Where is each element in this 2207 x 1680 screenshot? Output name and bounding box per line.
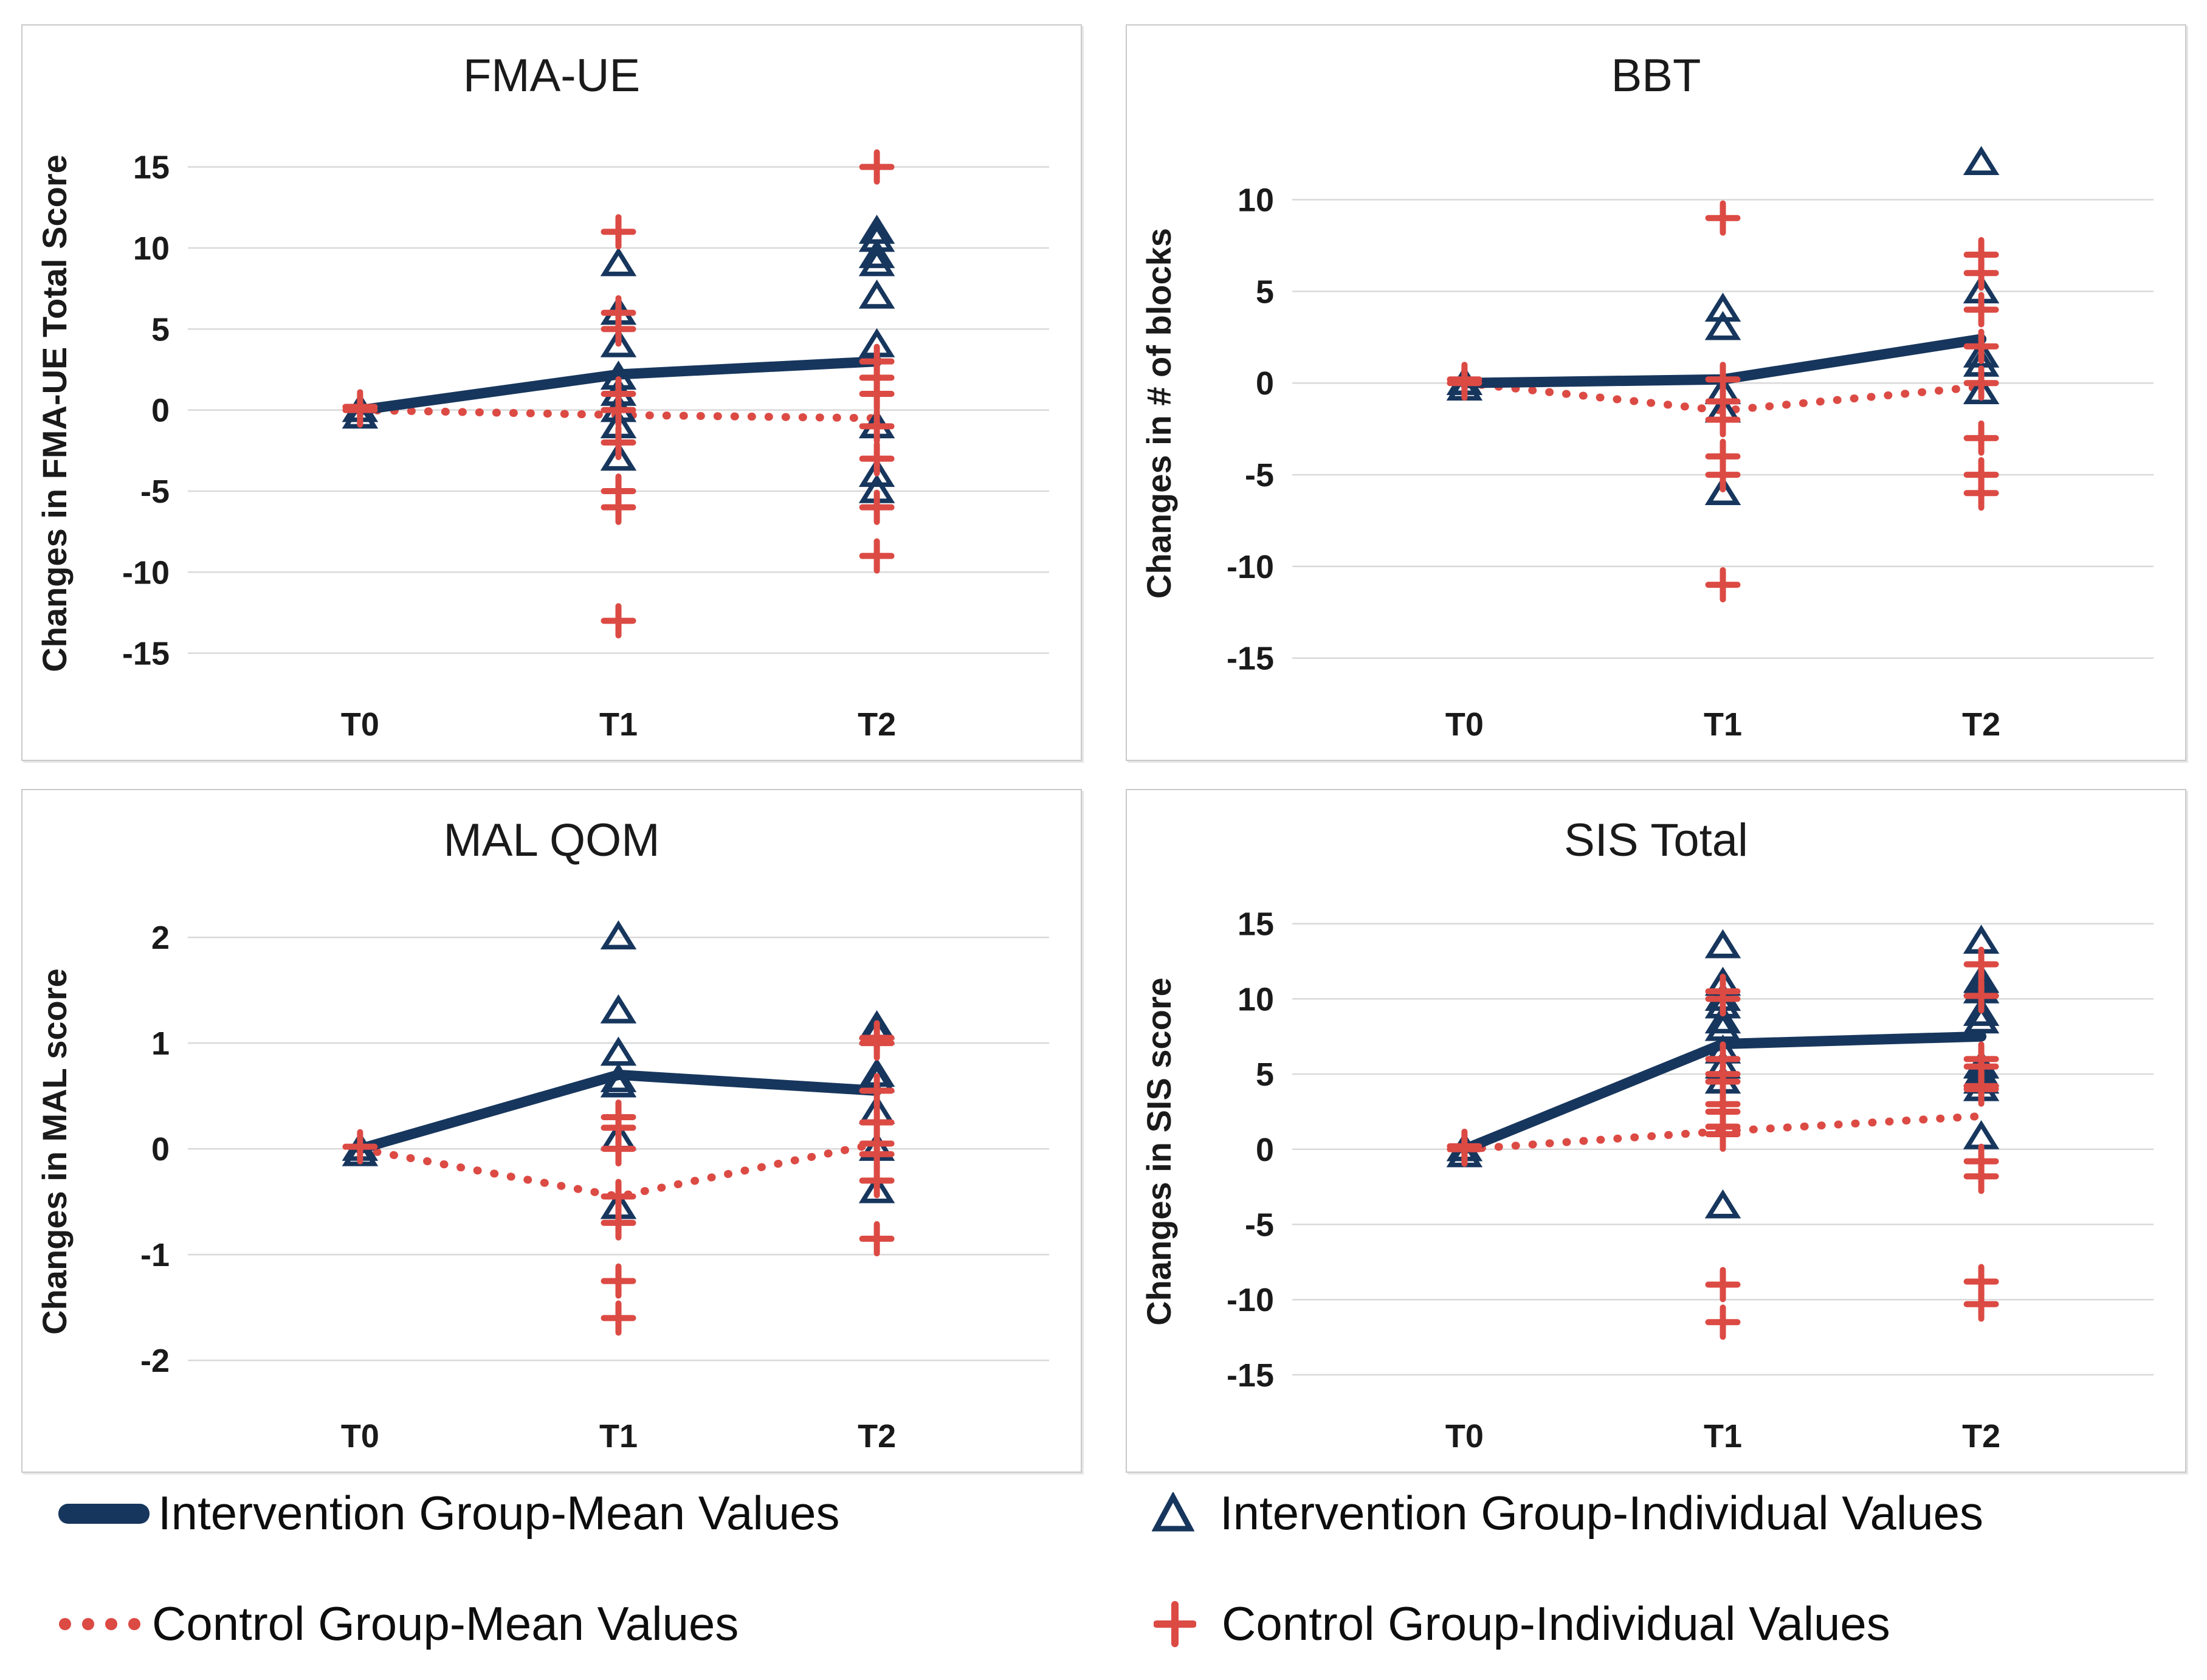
svg-text:-2: -2 <box>140 1343 170 1379</box>
svg-text:10: 10 <box>1238 981 1274 1017</box>
panel-bbt: BBT Changes in # of blocks 10 5 0 -5 -10 -15 T0 T… <box>1126 24 2186 761</box>
svg-text:-15: -15 <box>1227 1357 1274 1394</box>
points-control <box>1447 200 1999 603</box>
svg-text:T0: T0 <box>341 706 379 743</box>
svg-text:0: 0 <box>151 393 170 429</box>
svg-text:-1: -1 <box>140 1237 170 1273</box>
svg-text:-5: -5 <box>1245 457 1274 494</box>
svg-text:T1: T1 <box>599 1418 638 1455</box>
y-axis-label: Changes in # of blocks <box>1140 228 1178 599</box>
points-control <box>342 149 895 639</box>
panel-mal-qom: MAL QOM Changes in MAL score 2 1 0 -1 -2 T0 T1 T2 <box>21 789 1082 1473</box>
chart-title: MAL QOM <box>443 814 659 866</box>
navy-open-triangle-icon <box>1152 1492 1194 1531</box>
red-dotted-line-icon <box>59 1617 140 1630</box>
chart-mal-qom: MAL QOM Changes in MAL score 2 1 0 -1 -2 T0 T1 T2 <box>35 814 1049 1455</box>
svg-text:-5: -5 <box>1245 1207 1274 1243</box>
svg-text:T2: T2 <box>1962 1418 2000 1455</box>
x-tick-labels: T0 T1 T2 <box>1445 706 2000 743</box>
svg-text:-5: -5 <box>140 473 170 510</box>
legend-control-individual: Control Group-Individual Values <box>1154 1589 1890 1659</box>
svg-text:5: 5 <box>151 311 170 348</box>
svg-text:0: 0 <box>1256 365 1274 402</box>
panel-sis-total: SIS Total Changes in SIS score 15 10 5 0 -5 -10… <box>1126 789 2186 1473</box>
svg-text:15: 15 <box>133 150 170 186</box>
svg-text:-15: -15 <box>122 636 170 672</box>
svg-text:T1: T1 <box>599 706 638 743</box>
y-axis-label: Changes in FMA-UE Total Score <box>35 154 74 672</box>
svg-text:0: 0 <box>151 1131 170 1168</box>
legend-intervention-individual: Intervention Group-Individual Values <box>1152 1478 1983 1548</box>
points-control <box>342 1020 895 1336</box>
x-tick-labels: T0 T1 T2 <box>1445 1418 2000 1455</box>
chart-title: FMA-UE <box>463 50 640 102</box>
y-tick-labels: 15 10 5 0 -5 -10 -15 <box>1227 906 1274 1394</box>
y-tick-labels: 10 5 0 -5 -10 -15 <box>1227 182 1274 677</box>
svg-text:T1: T1 <box>1704 706 1742 743</box>
red-plus-icon <box>1154 1600 1196 1647</box>
mean-line-intervention <box>354 356 883 416</box>
svg-text:T0: T0 <box>341 1418 379 1455</box>
panel-fma-ue: FMA-UE Changes in FMA-UE Total Score 15 10 5… <box>21 24 1082 761</box>
svg-text:T2: T2 <box>1962 706 2000 743</box>
svg-text:5: 5 <box>1256 274 1274 310</box>
svg-text:2: 2 <box>151 920 170 956</box>
svg-text:1: 1 <box>151 1025 170 1062</box>
mean-line-control <box>1460 379 1986 415</box>
svg-text:T0: T0 <box>1445 1418 1484 1455</box>
x-tick-labels: T0 T1 T2 <box>341 706 896 743</box>
chart-sis-total: SIS Total Changes in SIS score 15 10 5 0 -5 -10… <box>1140 814 2154 1455</box>
svg-text:T1: T1 <box>1704 1418 1742 1455</box>
legend-control-mean: Control Group-Mean Values <box>56 1589 739 1659</box>
svg-text:T0: T0 <box>1445 706 1484 743</box>
svg-text:10: 10 <box>1238 182 1274 219</box>
y-axis-label: Changes in MAL score <box>35 968 74 1335</box>
chart-title: BBT <box>1611 50 1701 102</box>
svg-text:5: 5 <box>1256 1056 1274 1093</box>
points-intervention <box>342 920 895 1219</box>
svg-text:0: 0 <box>1256 1132 1274 1168</box>
y-tick-labels: 15 10 5 0 -5 -10 -15 <box>122 150 170 672</box>
chart-title: SIS Total <box>1564 814 1748 866</box>
svg-text:-10: -10 <box>1227 1282 1274 1318</box>
legend-control-mean-label: Control Group-Mean Values <box>152 1597 739 1650</box>
legend-control-individual-label: Control Group-Individual Values <box>1222 1597 1890 1650</box>
svg-text:T2: T2 <box>858 1418 896 1455</box>
x-tick-labels: T0 T1 T2 <box>341 1418 896 1455</box>
svg-text:T2: T2 <box>858 706 896 743</box>
svg-text:-10: -10 <box>1227 549 1274 585</box>
legend-intervention-mean-label: Intervention Group-Mean Values <box>158 1486 840 1540</box>
svg-text:-15: -15 <box>1227 641 1274 677</box>
navy-solid-line-icon <box>58 1503 150 1524</box>
legend-intervention-mean: Intervention Group-Mean Values <box>56 1478 840 1548</box>
points-control <box>1447 946 1999 1340</box>
legend-intervention-individual-label: Intervention Group-Individual Values <box>1220 1486 1983 1540</box>
y-axis-label: Changes in SIS score <box>1140 977 1178 1326</box>
chart-fma-ue: FMA-UE Changes in FMA-UE Total Score 15 10 5… <box>35 50 1049 743</box>
y-tick-labels: 2 1 0 -1 -2 <box>140 920 170 1379</box>
svg-text:15: 15 <box>1238 906 1274 943</box>
svg-text:10: 10 <box>133 230 170 267</box>
mean-line-control <box>356 1139 881 1201</box>
svg-text:-10: -10 <box>122 554 170 591</box>
